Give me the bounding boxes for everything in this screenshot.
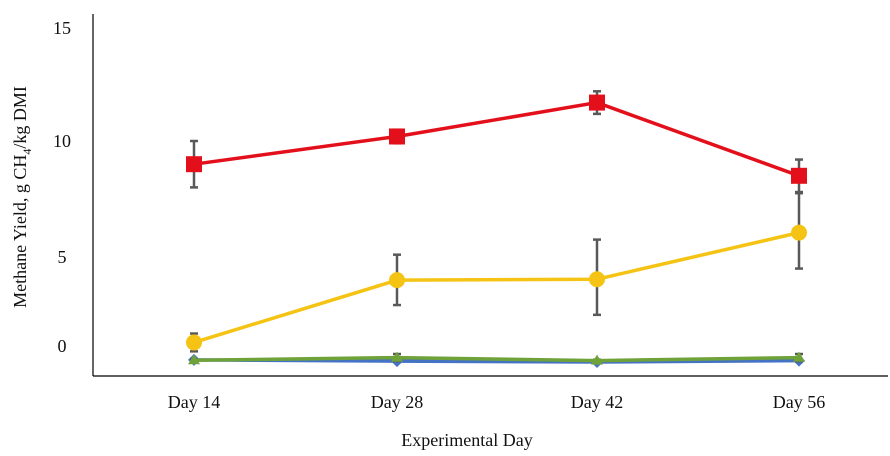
data-point <box>793 351 805 362</box>
series-line <box>193 355 800 363</box>
y-axis-title-tail: /kg DMI <box>10 86 30 149</box>
y-axis-title: Methane Yield, g CH4/kg DMI <box>10 86 34 308</box>
x-tick-label: Day 14 <box>168 392 221 412</box>
data-point <box>791 224 807 241</box>
series-group <box>188 351 805 365</box>
x-tick-label: Day 56 <box>773 392 826 412</box>
x-tick-label: Day 42 <box>571 392 624 412</box>
series-group <box>186 90 807 194</box>
x-tick-label: Day 28 <box>371 392 424 412</box>
data-point <box>591 354 603 365</box>
data-point <box>389 128 405 145</box>
series <box>186 90 807 369</box>
series-group <box>188 353 805 369</box>
x-axis-title: Experimental Day <box>401 430 532 450</box>
data-point <box>188 354 200 365</box>
data-point <box>589 94 605 111</box>
series-line <box>193 230 800 345</box>
series-group <box>186 191 807 353</box>
y-axis-title-subscript: 4 <box>20 149 34 155</box>
data-point <box>589 271 605 288</box>
y-tick-label: 15 <box>53 18 71 38</box>
data-point <box>186 334 202 351</box>
y-tick-label: 10 <box>53 131 71 151</box>
data-point <box>186 156 202 173</box>
data-point <box>391 351 403 362</box>
axes <box>92 14 888 377</box>
x-tick-labels: Day 14 Day 28 Day 42 Day 56 <box>168 392 826 412</box>
y-tick-label: 0 <box>58 336 67 356</box>
data-point <box>389 272 405 289</box>
y-axis-title-main: Methane Yield, g CH <box>10 155 30 308</box>
y-tick-labels: 0 5 10 15 <box>53 18 71 356</box>
series-line <box>193 100 800 178</box>
y-tick-label: 5 <box>58 247 67 267</box>
data-point <box>791 167 807 184</box>
